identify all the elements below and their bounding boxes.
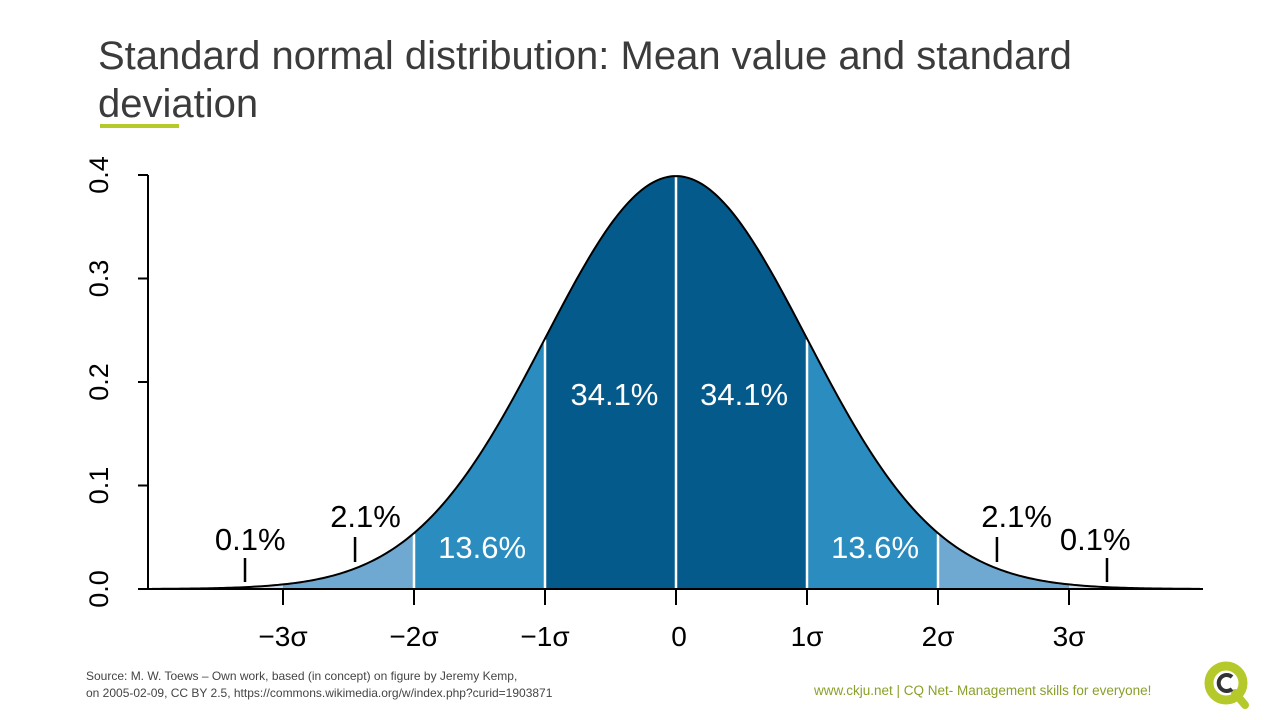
- region-label: 13.6%: [831, 530, 919, 565]
- x-tick-label: −1σ: [520, 621, 569, 652]
- region-label: 0.1%: [1060, 522, 1131, 557]
- x-tick-label: −3σ: [258, 621, 307, 652]
- region-area: [283, 533, 414, 589]
- source-line-1: Source: M. W. Toews – Own work, based (i…: [86, 669, 518, 683]
- x-tick-label: 3σ: [1053, 621, 1086, 652]
- x-tick-label: 0: [671, 621, 687, 652]
- region-label: 2.1%: [981, 499, 1052, 534]
- region-label: 2.1%: [330, 499, 401, 534]
- y-tick-label: 0.1: [84, 467, 114, 505]
- region-label: 34.1%: [570, 377, 658, 412]
- x-tick-label: −2σ: [389, 621, 438, 652]
- y-tick-label: 0.2: [84, 363, 114, 401]
- slide-title: Standard normal distribution: Mean value…: [98, 34, 1072, 126]
- y-tick-label: 0.0: [84, 570, 114, 608]
- y-tick-label: 0.4: [84, 156, 114, 194]
- region-label: 13.6%: [438, 530, 526, 565]
- source-line-2: on 2005-02-09, CC BY 2.5, https://common…: [86, 686, 553, 700]
- source-citation: Source: M. W. Toews – Own work, based (i…: [86, 668, 552, 702]
- y-tick-label: 0.3: [84, 260, 114, 298]
- title-accent-bar: [100, 124, 179, 128]
- density-curve: [151, 175, 1201, 590]
- region-label: 0.1%: [215, 522, 286, 557]
- footer-text: www.ckju.net | CQ Net- Management skills…: [814, 683, 1152, 698]
- region-label: 34.1%: [700, 377, 788, 412]
- region-area: [938, 533, 1069, 589]
- cq-logo: [1204, 661, 1249, 709]
- x-tick-label: 1σ: [791, 621, 824, 652]
- x-tick-label: 2σ: [922, 621, 955, 652]
